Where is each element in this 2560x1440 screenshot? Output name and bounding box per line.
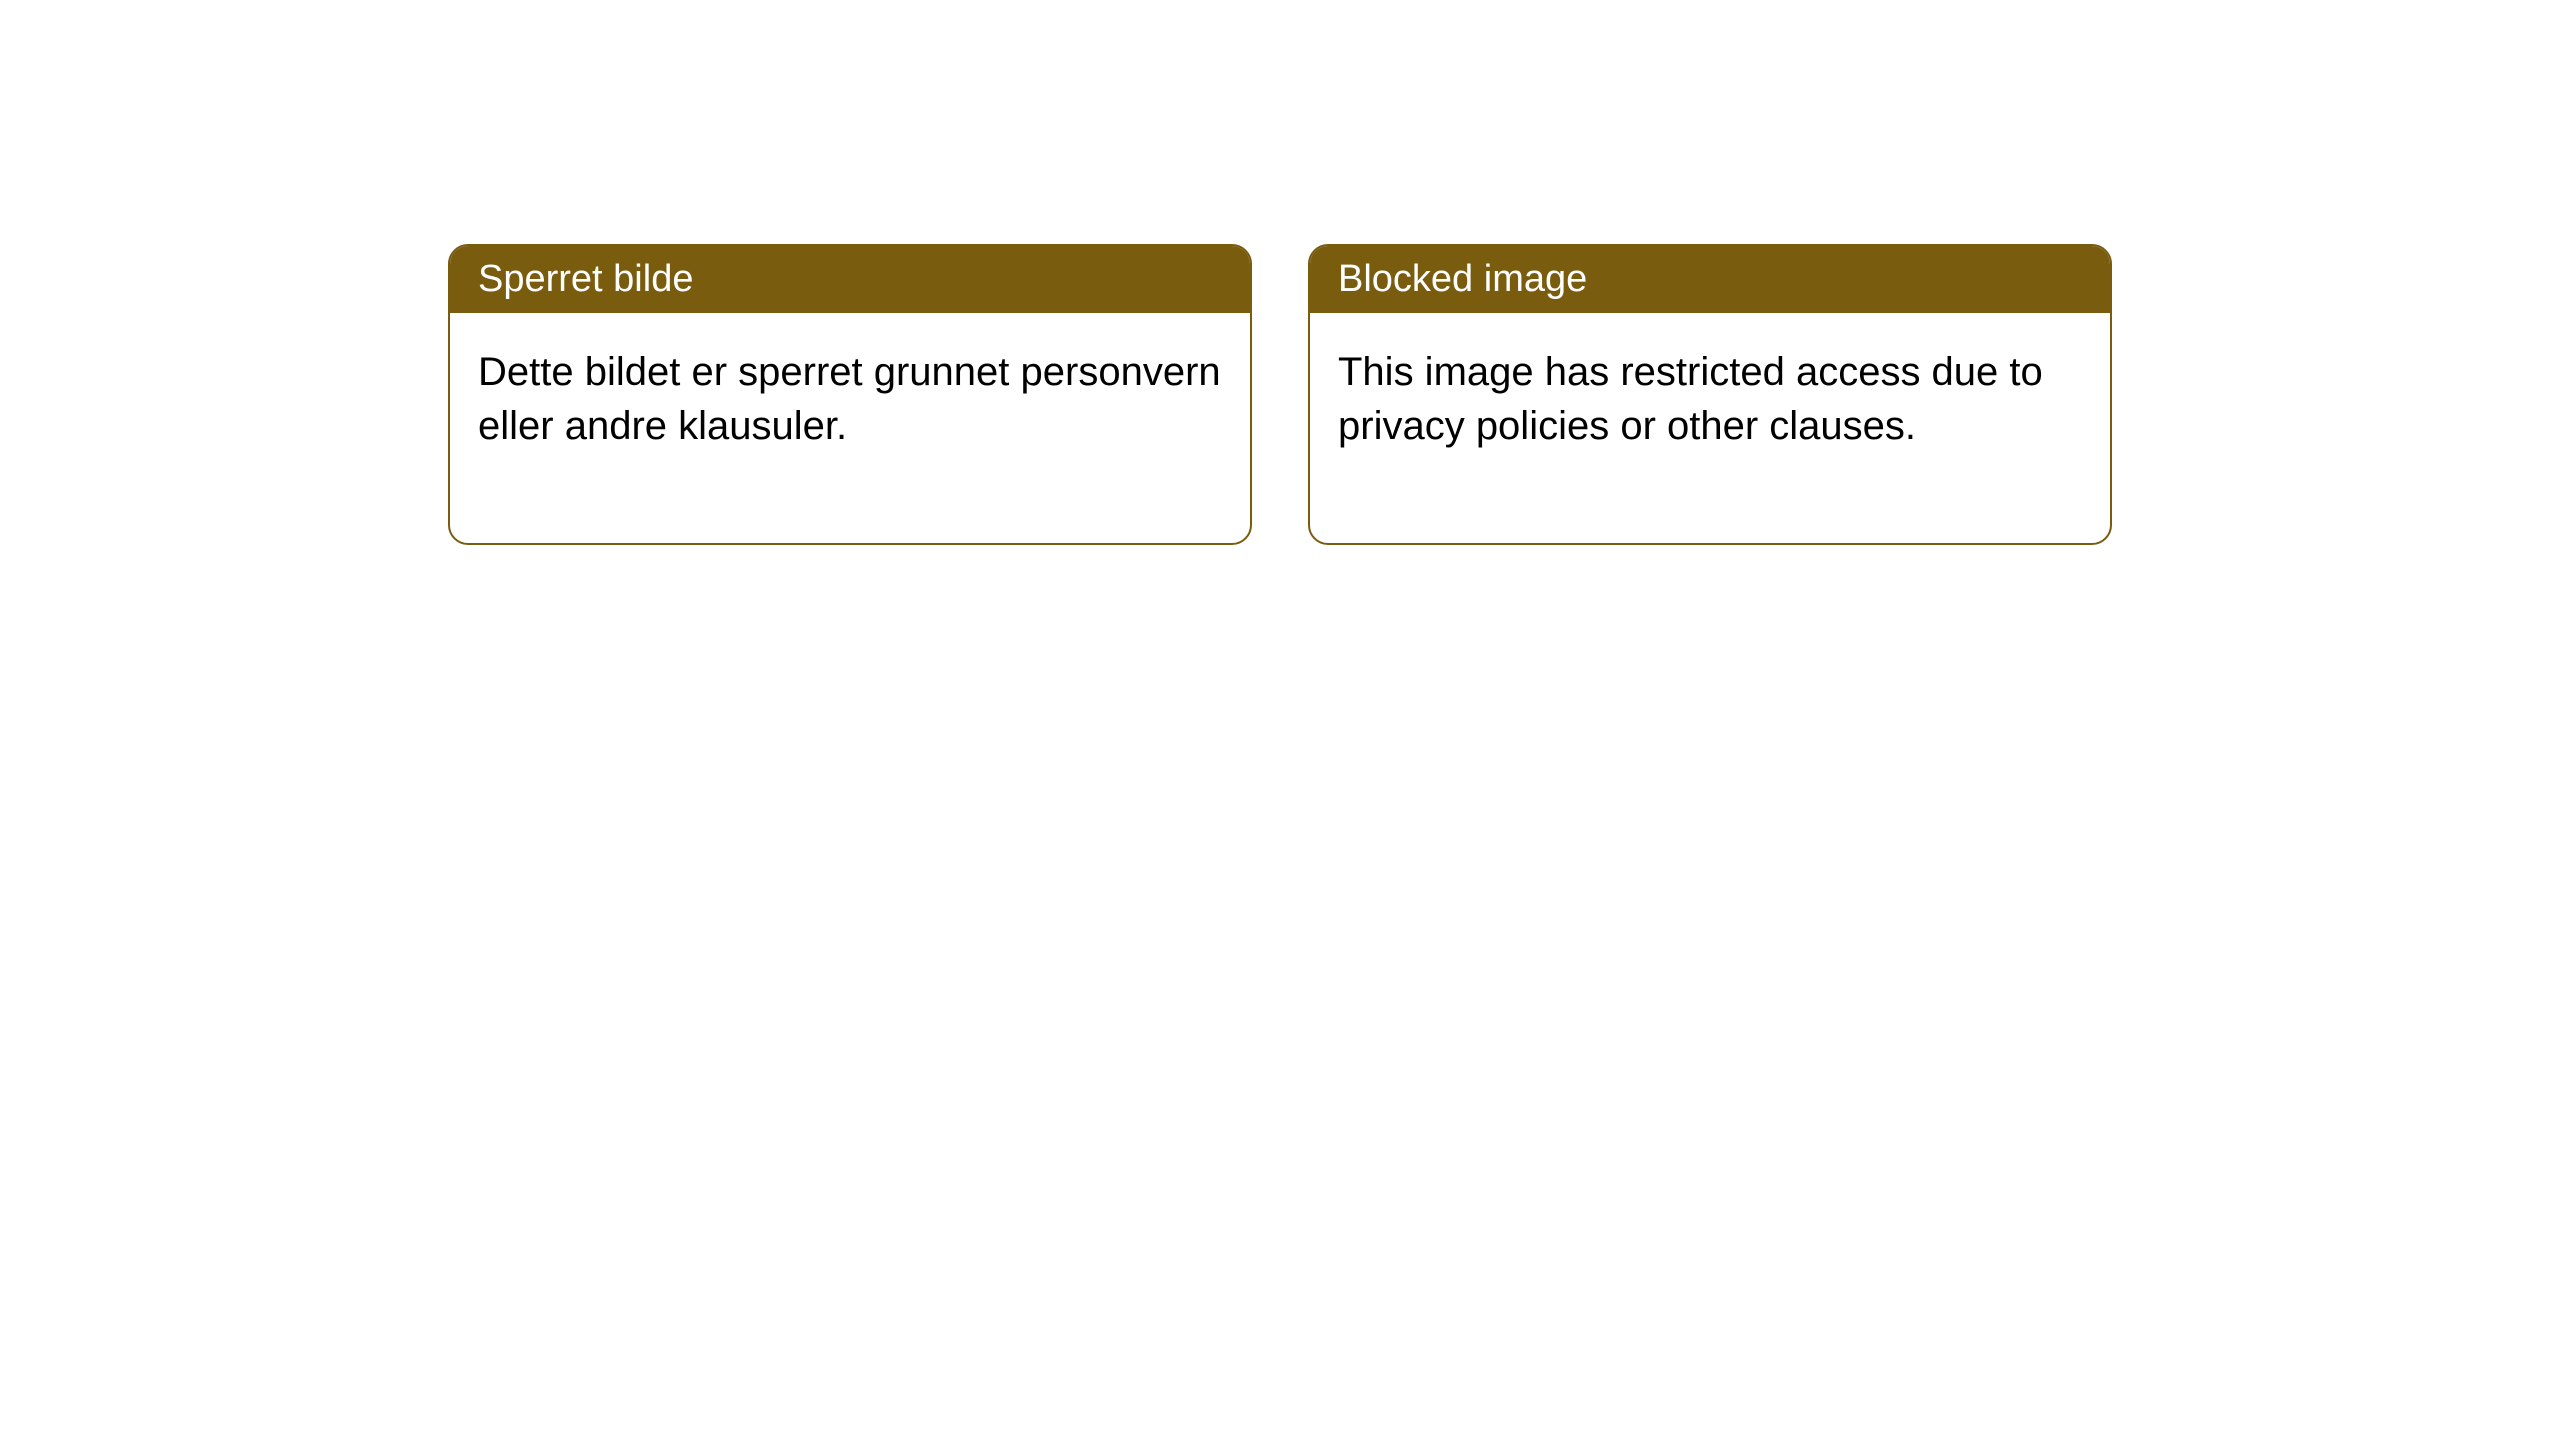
card-header-norwegian: Sperret bilde [450, 246, 1250, 313]
card-header-english: Blocked image [1310, 246, 2110, 313]
card-body-english: This image has restricted access due to … [1310, 313, 2110, 543]
notice-card-english: Blocked image This image has restricted … [1308, 244, 2112, 545]
card-body-norwegian: Dette bildet er sperret grunnet personve… [450, 313, 1250, 543]
notice-container: Sperret bilde Dette bildet er sperret gr… [0, 0, 2560, 545]
notice-card-norwegian: Sperret bilde Dette bildet er sperret gr… [448, 244, 1252, 545]
